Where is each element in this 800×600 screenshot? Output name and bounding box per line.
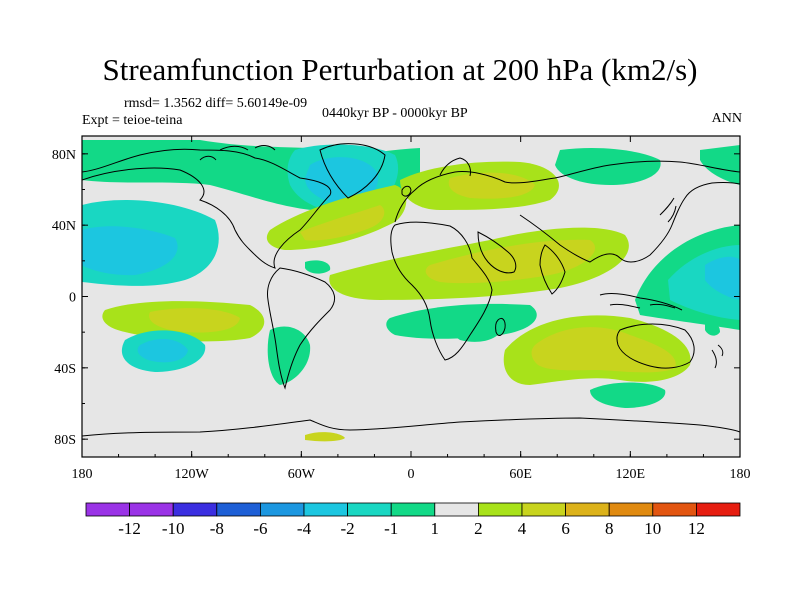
scandinavia-coast bbox=[439, 157, 471, 177]
south-atlantic-green bbox=[267, 326, 311, 385]
tasman-green bbox=[705, 320, 720, 336]
colorbar-swatch bbox=[303, 502, 348, 517]
antarctic-yellow bbox=[305, 432, 345, 442]
colorbar-swatch bbox=[434, 502, 479, 517]
y-tick-label: 40N bbox=[52, 219, 76, 234]
pacific-low-inner bbox=[82, 226, 178, 276]
far-east-green bbox=[700, 145, 740, 185]
india-coast bbox=[539, 244, 566, 295]
japan-coast bbox=[659, 197, 677, 223]
tropics-high-inner bbox=[425, 239, 596, 284]
season-label: ANN bbox=[711, 111, 742, 126]
y-tick-label: 0 bbox=[69, 291, 76, 306]
axis-labels: 180 120W 60W 0 60E 120E 180 80N 40N 0 40S 80S bbox=[52, 148, 751, 482]
north-america-coast bbox=[82, 148, 332, 269]
atlantic-high-inner bbox=[300, 205, 385, 241]
y-tick-label: 40S bbox=[54, 362, 76, 377]
x-tick-label: 180 bbox=[72, 467, 93, 482]
colorbar-label: -12 bbox=[118, 519, 141, 538]
y-tick-label: 80N bbox=[52, 148, 76, 163]
australia-south-green bbox=[590, 382, 666, 408]
colorbar-swatch bbox=[259, 502, 305, 517]
colorbar-swatch bbox=[347, 502, 392, 517]
colorbar-label: 2 bbox=[474, 519, 483, 538]
chart-title: Streamfunction Perturbation at 200 hPa (… bbox=[102, 52, 698, 87]
colorbar-swatch bbox=[172, 502, 218, 517]
uk-coast bbox=[401, 185, 412, 197]
madagascar-coast bbox=[495, 317, 506, 336]
antarctica-coast bbox=[82, 417, 740, 437]
colorbar-label: -4 bbox=[297, 519, 312, 538]
contour-fields bbox=[82, 140, 740, 442]
africa-coast bbox=[390, 221, 493, 361]
south-pacific-high-inner bbox=[149, 308, 240, 333]
greenland-low-inner bbox=[305, 157, 379, 205]
south-pacific-low-inner bbox=[137, 338, 188, 363]
colorbar-swatch bbox=[390, 502, 436, 517]
indian-ocean-high-inner bbox=[531, 327, 676, 373]
period-label: 0440kyr BP - 0000kyr BP bbox=[322, 106, 468, 121]
colorbar-swatch bbox=[216, 502, 261, 517]
colorbar-swatch bbox=[696, 502, 741, 517]
colorbar-label: -6 bbox=[253, 519, 267, 538]
colorbar-label: 12 bbox=[688, 519, 705, 538]
colorbar-label: -2 bbox=[341, 519, 355, 538]
east-asia-green bbox=[555, 148, 661, 185]
arabia-coast bbox=[477, 231, 517, 274]
x-tick-label: 0 bbox=[408, 467, 415, 482]
maritime-continent bbox=[599, 293, 683, 311]
experiment-label: Expt = teioe-teina bbox=[82, 113, 183, 128]
axis-tick-marks bbox=[81, 136, 741, 457]
colorbar-label: 6 bbox=[561, 519, 570, 538]
colorbar-label: 4 bbox=[518, 519, 527, 538]
west-pacific-low-inner bbox=[705, 256, 740, 300]
colorbar-swatch bbox=[85, 502, 130, 517]
colorbar-label: -8 bbox=[210, 519, 224, 538]
asia-coast bbox=[519, 182, 740, 263]
colorbar-swatch bbox=[565, 502, 610, 517]
stats-label: rmsd= 1.3562 diff= 5.60149e-09 bbox=[124, 96, 308, 111]
australia-coast bbox=[616, 323, 695, 369]
colorbar-label: -1 bbox=[384, 519, 398, 538]
x-tick-label: 60W bbox=[288, 467, 316, 482]
south-america-coast bbox=[267, 267, 336, 390]
colorbar-label: 10 bbox=[644, 519, 661, 538]
colorbar-swatch bbox=[652, 502, 697, 517]
y-tick-label: 80S bbox=[54, 433, 76, 448]
eurasia-high-inner bbox=[448, 172, 535, 199]
colorbar-swatch bbox=[477, 502, 523, 517]
greenland-coast bbox=[319, 143, 386, 199]
europe-coast bbox=[394, 160, 740, 223]
small-green-spot bbox=[305, 260, 331, 274]
colorbar-label: 1 bbox=[431, 519, 440, 538]
colorbar-swatch bbox=[129, 502, 174, 517]
coastlines bbox=[82, 143, 740, 437]
colorbar-swatch bbox=[521, 502, 566, 517]
colorbar-label: 8 bbox=[605, 519, 614, 538]
colorbar: -12 -10 -8 -6 -4 -2 -1 1 2 4 6 8 10 12 bbox=[85, 502, 741, 538]
x-tick-label: 60E bbox=[509, 467, 532, 482]
colorbar-swatch bbox=[608, 502, 654, 517]
colorbar-label: -10 bbox=[162, 519, 185, 538]
x-tick-label: 120E bbox=[616, 467, 646, 482]
canadian-archipelago bbox=[199, 145, 276, 161]
new-zealand-coast bbox=[711, 344, 724, 369]
x-tick-label: 180 bbox=[730, 467, 751, 482]
x-tick-label: 120W bbox=[175, 467, 210, 482]
